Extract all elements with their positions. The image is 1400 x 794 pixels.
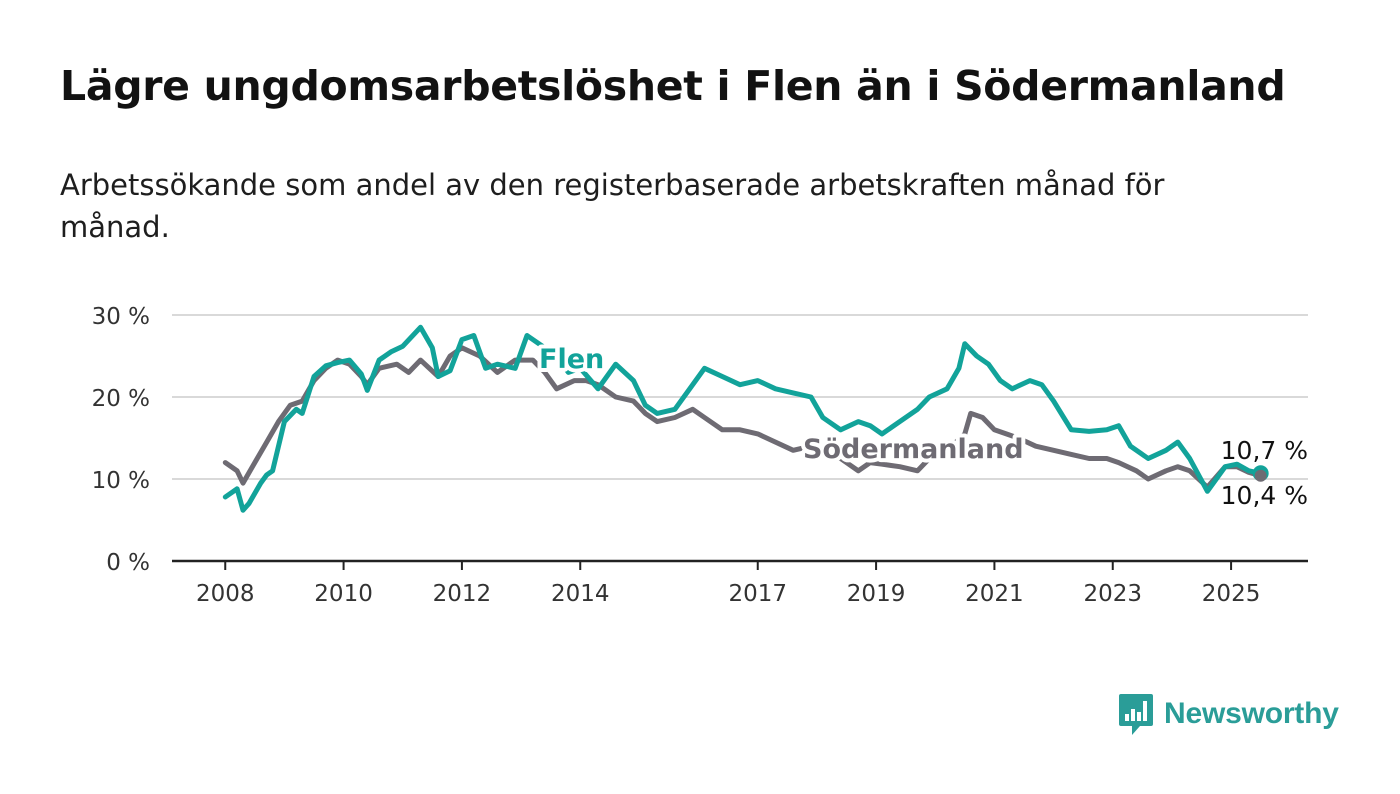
- axis-layer: 0 % 10 % 20 % 30 % 2008 2010 2012 2014 2017 2019 2…: [92, 304, 1308, 607]
- series-line-sodermanland: [222, 345, 1264, 490]
- x-tick-label: 2023: [1083, 581, 1142, 607]
- y-tick-label: 0 %: [106, 550, 150, 576]
- series-label-flen: Flen: [539, 344, 604, 375]
- bar-chart-speech-icon: [1119, 694, 1153, 735]
- end-label-flen: 10,7 %: [1221, 436, 1308, 465]
- label-layer: 10,7 %10,4 %FlenFlenSödermanlandSöderman…: [535, 340, 1308, 510]
- x-tick-label: 2019: [847, 581, 906, 607]
- x-tick-label: 2014: [551, 581, 610, 607]
- series-line-flen: [222, 324, 1264, 513]
- y-tick-label: 20 %: [92, 386, 150, 412]
- x-tick-label: 2010: [314, 581, 373, 607]
- y-tick-label: 30 %: [92, 304, 150, 330]
- series-layer: [222, 324, 1269, 513]
- series-label-flen-halo: Flen: [539, 344, 604, 375]
- x-tick-label: 2025: [1202, 581, 1261, 607]
- chart-title: Lägre ungdomsarbetslöshet i Flen än i Sö…: [60, 62, 1286, 110]
- x-tick-label: 2008: [196, 581, 255, 607]
- brand-name: Newsworthy: [1164, 697, 1339, 730]
- x-tick-label: 2021: [965, 581, 1024, 607]
- chart-subtitle: Arbetssökande som andel av den registerb…: [60, 168, 1165, 244]
- series-end-point: [1254, 469, 1267, 482]
- newsworthy-logo[interactable]: Newsworthy: [1118, 690, 1339, 738]
- y-tick-label: 10 %: [92, 468, 150, 494]
- grid-layer: [172, 314, 1308, 480]
- x-tick-label: 2012: [433, 581, 492, 607]
- end-label-sodermanland: 10,4 %: [1221, 481, 1308, 510]
- series-label-sodermanland-halo: Södermanland: [803, 434, 1024, 465]
- series-label-sodermanland: Södermanland: [803, 434, 1024, 465]
- x-tick-label: 2017: [728, 581, 787, 607]
